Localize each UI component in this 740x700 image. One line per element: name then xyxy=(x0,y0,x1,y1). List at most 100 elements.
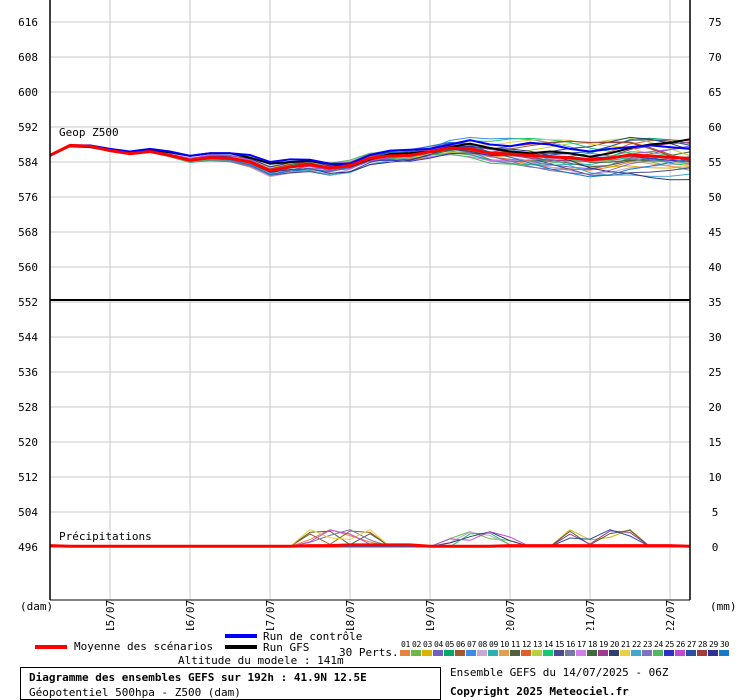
perturbation-swatch xyxy=(565,650,575,656)
right-tick-label: 15 xyxy=(708,436,721,449)
footer-subtitle: Géopotentiel 500hpa - Z500 (dam) xyxy=(29,686,241,699)
perturbation-code-row: 01 02 03 04 05 06 07 08 09 10 11 12 13 14 15 16 17 18 19 20… xyxy=(400,640,730,650)
left-tick-label: 568 xyxy=(18,226,38,239)
left-tick-label: 584 xyxy=(18,156,38,169)
left-tick-label: 504 xyxy=(18,506,38,519)
perturbation-swatch xyxy=(642,650,652,656)
left-tick-label: 576 xyxy=(18,191,38,204)
perturbation-code: 22 xyxy=(631,640,642,649)
perturbation-swatch xyxy=(675,650,685,656)
right-axis-unit: (mm) xyxy=(710,600,737,613)
perturbation-swatch xyxy=(609,650,619,656)
legend-control-label: Run de contrôle xyxy=(263,630,363,643)
x-tick-label: 21/07 xyxy=(584,600,597,630)
perturbation-swatch xyxy=(719,650,729,656)
perturbation-swatch xyxy=(664,650,674,656)
perturbation-swatch xyxy=(477,650,487,656)
right-tick-label: 60 xyxy=(708,121,721,134)
left-tick-label: 608 xyxy=(18,51,38,64)
panel-label-precip: Précipitations xyxy=(59,530,152,543)
perturbation-code: 20 xyxy=(609,640,620,649)
x-tick-label: 15/07 xyxy=(104,600,117,630)
right-tick-label: 45 xyxy=(708,226,721,239)
model-altitude: Altitude du modele : 141m xyxy=(178,654,344,667)
x-tick-label: 18/07 xyxy=(344,600,357,630)
legend-mean-swatch xyxy=(35,645,67,649)
perturbation-code: 19 xyxy=(598,640,609,649)
left-tick-label: 536 xyxy=(18,366,38,379)
series-line-mean-precip xyxy=(49,543,691,548)
footer-title: Diagramme des ensembles GEFS sur 192h : … xyxy=(29,671,367,684)
perturbation-swatch xyxy=(422,650,432,656)
ensemble-chart: 6166086005925845765685605525445365285205… xyxy=(18,0,737,630)
left-tick-label: 496 xyxy=(18,541,38,554)
perturbation-code: 18 xyxy=(587,640,598,649)
perturbation-code: 06 xyxy=(455,640,466,649)
main-series-lines xyxy=(49,138,691,548)
left-tick-label: 600 xyxy=(18,86,38,99)
x-tick-label: 16/07 xyxy=(184,600,197,630)
perturbation-code: 26 xyxy=(675,640,686,649)
perturbation-code: 10 xyxy=(499,640,510,649)
perturbation-code: 01 xyxy=(400,640,411,649)
x-tick-label: 17/07 xyxy=(264,600,277,630)
perturbation-swatch-row xyxy=(400,650,730,656)
ensemble-run-info: Ensemble GEFS du 14/07/2025 - 06Z xyxy=(450,666,669,679)
chart-axes xyxy=(49,0,691,601)
x-tick-label: 19/07 xyxy=(424,600,437,630)
legend-mean-label: Moyenne des scénarios xyxy=(74,640,214,653)
perturbation-swatch xyxy=(697,650,707,656)
perturbation-code: 25 xyxy=(664,640,675,649)
perturbation-swatch xyxy=(620,650,630,656)
left-tick-label: 520 xyxy=(18,436,38,449)
perturbation-code: 02 xyxy=(411,640,422,649)
left-tick-label: 544 xyxy=(18,331,38,344)
perturbation-swatch xyxy=(532,650,542,656)
right-tick-label: 70 xyxy=(708,51,721,64)
perturbation-code: 03 xyxy=(422,640,433,649)
perturbation-swatch xyxy=(510,650,520,656)
perturbation-code: 30 xyxy=(719,640,730,649)
perturbation-swatch xyxy=(543,650,553,656)
perturbation-swatch xyxy=(598,650,608,656)
right-tick-label: 5 xyxy=(712,506,719,519)
right-tick-label: 55 xyxy=(708,156,721,169)
perturbation-swatch xyxy=(708,650,718,656)
left-tick-label: 528 xyxy=(18,401,38,414)
perturbation-code: 29 xyxy=(708,640,719,649)
perturbation-code: 28 xyxy=(697,640,708,649)
perturbation-swatch xyxy=(466,650,476,656)
perturbation-swatch xyxy=(488,650,498,656)
perturbation-swatch xyxy=(631,650,641,656)
legend-perts-label: 30 Perts. xyxy=(339,646,399,659)
perturbation-swatch xyxy=(587,650,597,656)
right-tick-label: 30 xyxy=(708,331,721,344)
perturbation-swatch xyxy=(653,650,663,656)
perturbation-code: 17 xyxy=(576,640,587,649)
panel-label-z500: Geop Z500 xyxy=(59,126,119,139)
perturbation-code: 09 xyxy=(488,640,499,649)
legend-gfs-swatch xyxy=(225,645,257,649)
right-tick-label: 35 xyxy=(708,296,721,309)
perturbation-code: 13 xyxy=(532,640,543,649)
perturbation-code: 16 xyxy=(565,640,576,649)
perturbation-code: 24 xyxy=(653,640,664,649)
tick-labels: 6166086005925845765685605525445365285205… xyxy=(18,16,722,630)
left-tick-label: 512 xyxy=(18,471,38,484)
perturbation-swatch xyxy=(554,650,564,656)
perturbation-code: 21 xyxy=(620,640,631,649)
x-tick-label: 22/07 xyxy=(664,600,677,630)
perturbation-swatch xyxy=(686,650,696,656)
right-tick-label: 40 xyxy=(708,261,721,274)
left-tick-label: 592 xyxy=(18,121,38,134)
series-line-control xyxy=(49,139,691,165)
legend-gfs-label: Run GFS xyxy=(263,641,310,654)
right-tick-label: 75 xyxy=(708,16,721,29)
left-tick-label: 560 xyxy=(18,261,38,274)
right-tick-label: 20 xyxy=(708,401,721,414)
copyright: Copyright 2025 Meteociel.fr xyxy=(450,685,629,698)
right-tick-label: 50 xyxy=(708,191,721,204)
left-axis-unit: (dam) xyxy=(20,600,53,613)
perturbation-code: 14 xyxy=(543,640,554,649)
perturbation-code: 07 xyxy=(466,640,477,649)
